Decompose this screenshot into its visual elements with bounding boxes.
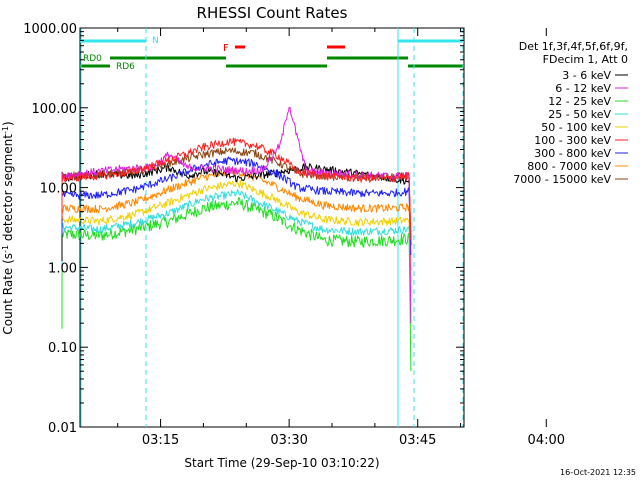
series-line xyxy=(61,197,412,372)
axis-layer: 1000.00 100.00 10.00 1.00 0.10 0.01 03:15 03:30… xyxy=(23,22,565,448)
instrument-state-layer: N F RD0 RD6 xyxy=(80,28,464,427)
legend-label: 6 - 12 keV xyxy=(555,82,611,95)
state-label-rd0: RD0 xyxy=(83,54,102,64)
y-tick-label: 0.10 xyxy=(48,341,77,356)
series-layer xyxy=(61,106,412,372)
y-axis-label: Count Rate (s-1 detector segment-1) xyxy=(1,121,16,334)
legend-label: 100 - 300 keV xyxy=(534,134,611,147)
legend: Det 1f,3f,4f,5f,6f,9f,FDecim 1, Att 0 3 -… xyxy=(513,40,628,186)
y-tick-label: 100.00 xyxy=(32,102,78,117)
series-line xyxy=(61,137,412,240)
legend-header-line: FDecim 1, Att 0 xyxy=(543,53,628,66)
legend-label: 7000 - 15000 keV xyxy=(513,173,611,186)
y-tick-label: 1.00 xyxy=(48,261,77,276)
legend-header-line: Det 1f,3f,4f,5f,6f,9f, xyxy=(519,40,628,53)
x-axis-label: Start Time (29-Sep-10 03:10:22) xyxy=(184,456,379,470)
x-tick-label: 03:15 xyxy=(142,433,179,448)
x-tick-label: 03:45 xyxy=(399,433,436,448)
state-label-rd6: RD6 xyxy=(116,62,135,72)
y-tick-label: 1000.00 xyxy=(23,22,77,37)
legend-label: 3 - 6 keV xyxy=(562,69,611,82)
legend-label: 12 - 25 keV xyxy=(548,95,611,108)
x-tick-label: 04:00 xyxy=(528,433,565,448)
series-line xyxy=(61,189,412,294)
series-line xyxy=(61,156,412,256)
y-tick-label: 10.00 xyxy=(40,182,77,197)
legend-label: 300 - 800 keV xyxy=(534,147,611,160)
series-line xyxy=(61,179,412,285)
legend-label: 25 - 50 keV xyxy=(548,108,611,121)
chart-title: RHESSI Count Rates xyxy=(197,4,348,22)
x-tick-label: 03:30 xyxy=(270,433,307,448)
y-tick-label: 0.01 xyxy=(48,421,77,436)
legend-label: 50 - 100 keV xyxy=(541,121,611,134)
state-label-flare: F xyxy=(223,43,229,54)
footer-date: 16-Oct-2021 12:35 xyxy=(560,468,636,477)
state-label-night: N xyxy=(152,36,159,46)
legend-label: 800 - 7000 keV xyxy=(527,160,611,173)
